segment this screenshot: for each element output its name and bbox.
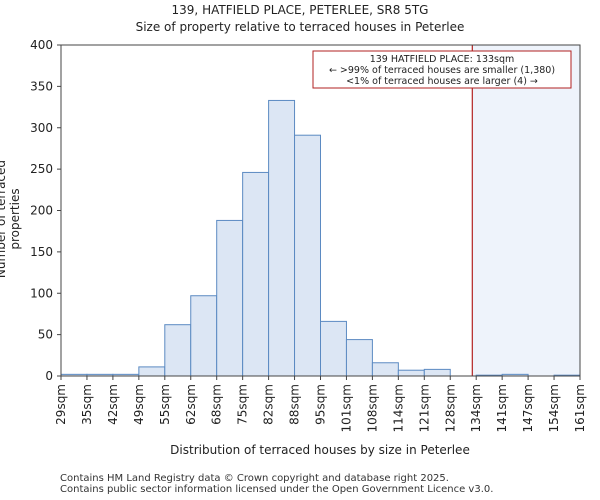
annotation-title: 139 HATFIELD PLACE: 133sqm — [370, 54, 515, 65]
x-tick-label: 68sqm — [210, 384, 224, 425]
bar — [190, 295, 218, 377]
x-tick-label: 75sqm — [236, 384, 250, 425]
bar — [345, 339, 373, 377]
x-tick-label: 108sqm — [365, 384, 379, 432]
x-tick-label: 121sqm — [417, 384, 431, 432]
y-tick-label: 100 — [30, 286, 53, 300]
annotation-larger: <1% of terraced houses are larger (4) → — [346, 76, 538, 87]
x-tick-label: 141sqm — [495, 384, 509, 432]
x-tick-label: 62sqm — [184, 384, 198, 425]
highlight-region — [472, 45, 580, 376]
x-tick-label: 154sqm — [547, 384, 561, 432]
x-axis-label: Distribution of terraced houses by size … — [170, 443, 470, 457]
footer-licence: Contains public sector information licen… — [60, 484, 494, 495]
annotation-box — [312, 50, 572, 89]
x-tick-label: 49sqm — [132, 384, 146, 425]
x-tick-label: 128sqm — [443, 384, 457, 432]
bar — [242, 171, 270, 377]
y-axis-label: Number of terraced properties — [0, 159, 22, 279]
x-tick-label: 114sqm — [391, 384, 405, 432]
x-tick-label: 55sqm — [158, 384, 172, 425]
y-tick-label: 400 — [30, 38, 53, 52]
x-tick-label: 82sqm — [262, 384, 276, 425]
bar — [138, 366, 166, 377]
y-tick-label: 250 — [30, 162, 53, 176]
bar — [371, 362, 399, 377]
y-tick-label: 50 — [38, 328, 53, 342]
x-tick-label: 42sqm — [106, 384, 120, 425]
bar — [423, 368, 451, 377]
x-tick-label: 161sqm — [573, 384, 587, 432]
y-tick-label: 300 — [30, 121, 53, 135]
y-tick-label: 200 — [30, 204, 53, 218]
bar — [268, 99, 296, 377]
x-tick-label: 147sqm — [521, 384, 535, 432]
bar — [397, 369, 425, 377]
footer-copyright: Contains HM Land Registry data © Crown c… — [60, 473, 449, 484]
bar — [320, 320, 347, 377]
x-tick-label: 35sqm — [80, 384, 94, 425]
x-tick-label: 29sqm — [54, 384, 68, 425]
bar — [294, 134, 321, 377]
y-tick-label: 150 — [30, 245, 53, 259]
annotation-smaller: ← >99% of terraced houses are smaller (1… — [329, 65, 555, 76]
chart-title: 139, HATFIELD PLACE, PETERLEE, SR8 5TG — [171, 3, 429, 17]
x-tick-label: 101sqm — [339, 384, 353, 432]
bar — [216, 219, 244, 377]
y-tick-label: 0 — [45, 369, 53, 383]
x-tick-label: 88sqm — [288, 384, 302, 425]
bar — [164, 324, 192, 377]
chart-subtitle: Size of property relative to terraced ho… — [135, 20, 465, 34]
y-tick-label: 350 — [30, 79, 53, 93]
x-tick-label: 95sqm — [314, 384, 328, 425]
x-tick-label: 134sqm — [469, 384, 483, 432]
